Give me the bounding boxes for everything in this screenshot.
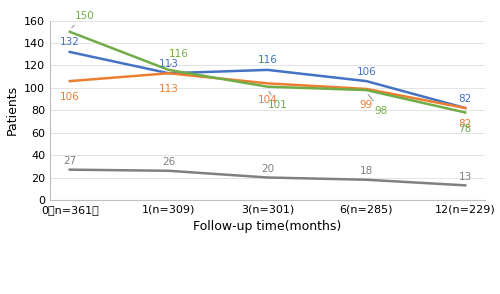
antiplatelet — [462, 106, 468, 110]
anticoagulation — [364, 79, 370, 83]
anticoagulation and antiplatelet — [67, 168, 73, 171]
anticoagulation — [166, 71, 172, 75]
anticoagulation and antiplatelet — [462, 183, 468, 187]
antiplatelet — [166, 71, 172, 75]
anticoagulation — [462, 106, 468, 110]
Text: 106: 106 — [356, 67, 376, 77]
none — [462, 111, 468, 114]
Text: 82: 82 — [458, 119, 472, 129]
Text: 116: 116 — [168, 49, 188, 65]
Line: antiplatelet: antiplatelet — [70, 73, 465, 108]
Text: 78: 78 — [458, 124, 472, 134]
anticoagulation and antiplatelet — [264, 176, 270, 179]
Y-axis label: Patients: Patients — [6, 85, 18, 135]
none — [264, 85, 270, 88]
Text: 113: 113 — [158, 84, 178, 94]
Text: 20: 20 — [261, 164, 274, 174]
Text: 13: 13 — [458, 172, 472, 182]
Text: 18: 18 — [360, 166, 373, 176]
Text: 101: 101 — [268, 91, 287, 110]
Text: 26: 26 — [162, 157, 175, 167]
Line: anticoagulation: anticoagulation — [70, 52, 465, 108]
anticoagulation — [264, 68, 270, 72]
Text: 104: 104 — [258, 95, 278, 105]
Text: 27: 27 — [63, 156, 76, 166]
antiplatelet — [364, 87, 370, 91]
none — [364, 88, 370, 92]
none — [67, 30, 73, 34]
antiplatelet — [264, 81, 270, 85]
Text: 82: 82 — [458, 93, 472, 103]
X-axis label: Follow-up time(months): Follow-up time(months) — [194, 220, 342, 233]
Text: 116: 116 — [258, 55, 278, 66]
antiplatelet — [67, 79, 73, 83]
none — [166, 68, 172, 72]
Text: 106: 106 — [60, 92, 80, 102]
Text: 98: 98 — [368, 94, 388, 116]
Line: anticoagulation and antiplatelet: anticoagulation and antiplatelet — [70, 170, 465, 185]
Line: none: none — [70, 32, 465, 113]
anticoagulation and antiplatelet — [166, 169, 172, 173]
Text: 99: 99 — [360, 100, 373, 110]
Text: 132: 132 — [60, 37, 80, 47]
anticoagulation — [67, 50, 73, 54]
anticoagulation and antiplatelet — [364, 178, 370, 181]
Text: 150: 150 — [72, 11, 94, 28]
Text: 113: 113 — [158, 59, 178, 69]
